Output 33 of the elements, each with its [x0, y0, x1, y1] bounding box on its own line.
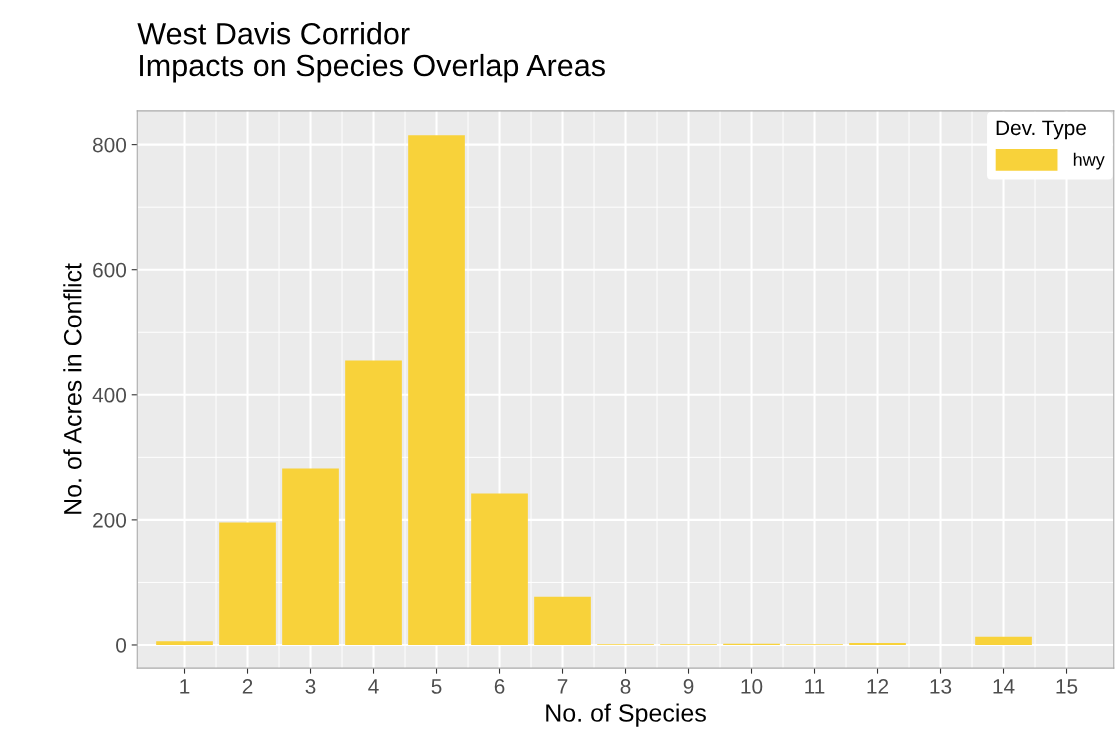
x-tick-label: 4 [368, 679, 379, 694]
x-tick-label: 1 [180, 679, 190, 694]
bar [219, 522, 276, 645]
x-tick-label: 10 [741, 679, 763, 694]
y-tick-label: 200 [93, 512, 127, 528]
x-tick-label: 14 [993, 679, 1015, 694]
y-tick-label: 800 [93, 137, 127, 153]
bar [975, 636, 1032, 645]
x-tick-label: 3 [305, 679, 316, 694]
legend-label: hwy [1073, 152, 1105, 170]
chart-title: West Davis Corridor Impacts on Species Overlap Areas [137, 22, 605, 83]
x-tick-label: 13 [930, 679, 952, 694]
x-tick-label: 15 [1056, 679, 1078, 694]
x-axis-title: No. of Species [546, 703, 706, 727]
x-tick-label: 2 [242, 679, 253, 694]
bar [471, 493, 528, 645]
y-tick-label: 400 [92, 387, 127, 403]
y-tick-label: 0 [116, 637, 127, 653]
x-tick-label: 11 [805, 679, 825, 694]
x-tick-label: 7 [557, 679, 568, 694]
bar [156, 641, 213, 645]
x-tick-label: 8 [620, 679, 631, 694]
bar [345, 360, 402, 645]
x-tick-label: 5 [431, 679, 442, 694]
x-tick-label: 6 [494, 679, 505, 694]
x-tick-label: 12 [867, 679, 889, 694]
y-axis-title: No. of Acres in Conflict [63, 263, 82, 514]
bar [408, 135, 465, 645]
y-tick-label: 600 [93, 262, 127, 278]
legend-title: Dev. Type [996, 120, 1086, 140]
bar [534, 596, 591, 645]
x-tick-label: 9 [683, 679, 694, 694]
bar [282, 468, 339, 645]
